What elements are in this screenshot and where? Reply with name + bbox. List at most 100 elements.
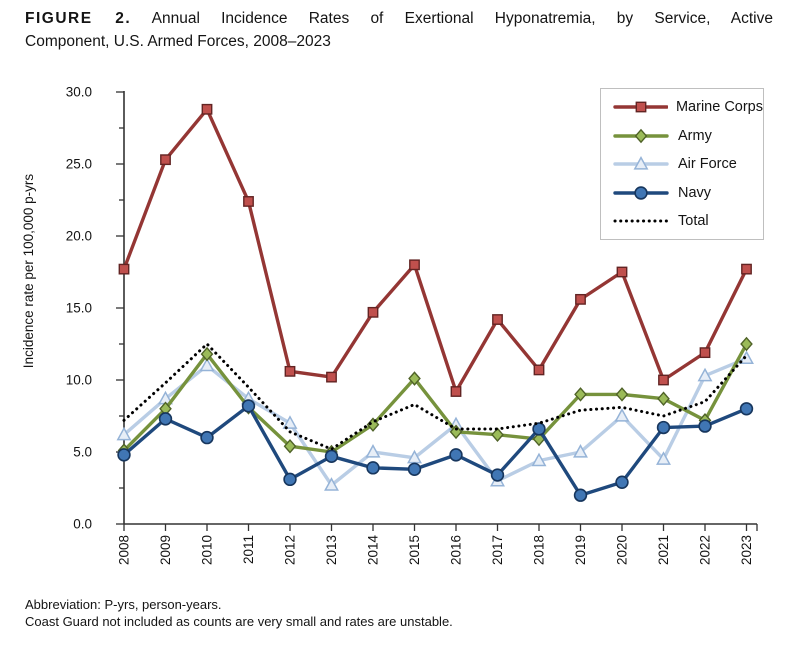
x-tick-label: 2022 xyxy=(698,535,713,565)
x-tick-label: 2012 xyxy=(283,535,298,565)
triangle-marker xyxy=(614,408,630,422)
x-tick-label: 2015 xyxy=(407,535,422,565)
legend-label: Navy xyxy=(678,184,712,201)
circle-marker xyxy=(573,488,588,502)
series-air-force xyxy=(116,350,754,491)
square-marker xyxy=(575,293,586,305)
x-tick-label: 2020 xyxy=(615,535,630,565)
circle-marker xyxy=(283,472,297,487)
circle-marker xyxy=(200,430,214,445)
circle-marker xyxy=(407,462,422,476)
diamond-marker xyxy=(283,438,297,454)
triangle-marker xyxy=(531,452,547,467)
square-marker xyxy=(160,154,171,166)
square-marker xyxy=(533,364,545,376)
circle-marker xyxy=(449,448,463,462)
series-line-navy xyxy=(122,404,749,497)
triangle-marker xyxy=(573,444,588,458)
legend-label: Air Force xyxy=(678,156,737,172)
legend: Marine Corps Army Air Force Navy Total xyxy=(600,88,764,240)
figure-title-text: Annual Incidence Rates of Exertional Hyp… xyxy=(131,10,773,27)
legend-sample-air-force xyxy=(613,156,669,170)
y-tick-label: 25.0 xyxy=(66,157,92,172)
legend-sample-marine-corps xyxy=(613,101,668,113)
legend-item-air-force: Air Force xyxy=(612,151,763,177)
diamond-marker xyxy=(615,387,629,402)
legend-label: Army xyxy=(678,127,712,144)
x-tick-label: 2010 xyxy=(200,535,215,565)
circle-marker xyxy=(698,419,712,433)
legend-label: Total xyxy=(678,213,709,229)
footnote-abbreviation: Abbreviation: P-yrs, person-years. xyxy=(25,597,222,612)
series-line-air-force xyxy=(122,356,749,487)
x-tick-label: 2011 xyxy=(241,535,256,564)
figure-label: FIGURE 2. xyxy=(25,10,132,27)
series-line-marine-corps xyxy=(122,107,749,394)
diamond-marker xyxy=(491,427,504,442)
diamond-marker xyxy=(449,424,463,440)
series-line-army xyxy=(122,342,749,454)
diamond-marker xyxy=(634,128,648,143)
figure-title: FIGURE 2. Annual Incidence Rates of Exer… xyxy=(25,7,773,53)
series-marine-corps xyxy=(118,103,752,397)
y-tick-label: 0.0 xyxy=(73,517,92,532)
x-tick-label: 2017 xyxy=(490,535,505,565)
triangle-marker xyxy=(365,444,381,458)
y-tick-label: 10.0 xyxy=(66,373,92,388)
circle-marker xyxy=(324,449,339,464)
series-total xyxy=(122,342,748,451)
y-axis-title: Incidence rate per 100,000 p-yrs xyxy=(21,174,36,369)
triangle-marker xyxy=(282,415,298,429)
x-tick-label: 2014 xyxy=(366,535,381,566)
triangle-marker xyxy=(656,451,671,465)
triangle-marker xyxy=(199,357,215,372)
figure-title-line2: Component, U.S. Armed Forces, 2008–2023 xyxy=(25,33,331,50)
x-tick-label: 2021 xyxy=(656,535,671,565)
diamond-marker xyxy=(740,336,753,352)
legend-item-marine-corps: Marine Corps xyxy=(612,94,763,120)
diamond-marker xyxy=(657,391,670,406)
x-tick-label: 2018 xyxy=(532,535,547,565)
legend-label: Marine Corps xyxy=(675,99,763,115)
y-tick-label: 20.0 xyxy=(66,229,92,244)
y-tick-label: 5.0 xyxy=(73,445,92,460)
diamond-marker xyxy=(200,346,214,362)
circle-marker xyxy=(634,185,648,200)
square-marker xyxy=(616,266,628,278)
series-navy xyxy=(117,399,754,502)
square-marker xyxy=(450,386,462,397)
square-marker xyxy=(492,314,503,325)
x-tick-label: 2016 xyxy=(449,535,464,565)
legend-item-navy: Navy xyxy=(612,180,763,206)
y-tick-label: 30.0 xyxy=(66,85,92,100)
legend-item-total: Total xyxy=(612,208,763,234)
figure-title-line1: FIGURE 2. Annual Incidence Rates of Exer… xyxy=(25,7,773,30)
figure-footnotes: Abbreviation: P-yrs, person-years. Coast… xyxy=(25,597,453,630)
circle-marker xyxy=(490,468,505,482)
triangle-marker xyxy=(324,477,339,491)
circle-marker xyxy=(241,399,256,413)
legend-sample-navy xyxy=(613,185,669,200)
diamond-marker xyxy=(574,387,587,402)
square-marker xyxy=(699,347,711,359)
square-marker xyxy=(741,263,752,275)
y-tick-label: 15.0 xyxy=(66,301,92,316)
triangle-marker xyxy=(116,426,132,441)
legend-item-army: Army xyxy=(612,123,763,149)
square-marker xyxy=(409,259,420,271)
square-marker xyxy=(326,371,337,383)
circle-marker xyxy=(532,422,546,436)
square-marker xyxy=(284,365,296,377)
circle-marker xyxy=(158,412,173,426)
triangle-marker xyxy=(633,156,649,170)
square-marker xyxy=(243,196,254,207)
square-marker xyxy=(658,374,669,386)
x-tick-label: 2019 xyxy=(573,535,588,565)
x-tick-label: 2009 xyxy=(158,535,173,565)
y-axis-ticks: 0.0 5.0 10.0 15.0 20.0 25.0 30.0 xyxy=(66,85,124,532)
square-marker xyxy=(367,306,379,318)
circle-marker xyxy=(366,461,380,475)
circle-marker xyxy=(739,402,754,416)
